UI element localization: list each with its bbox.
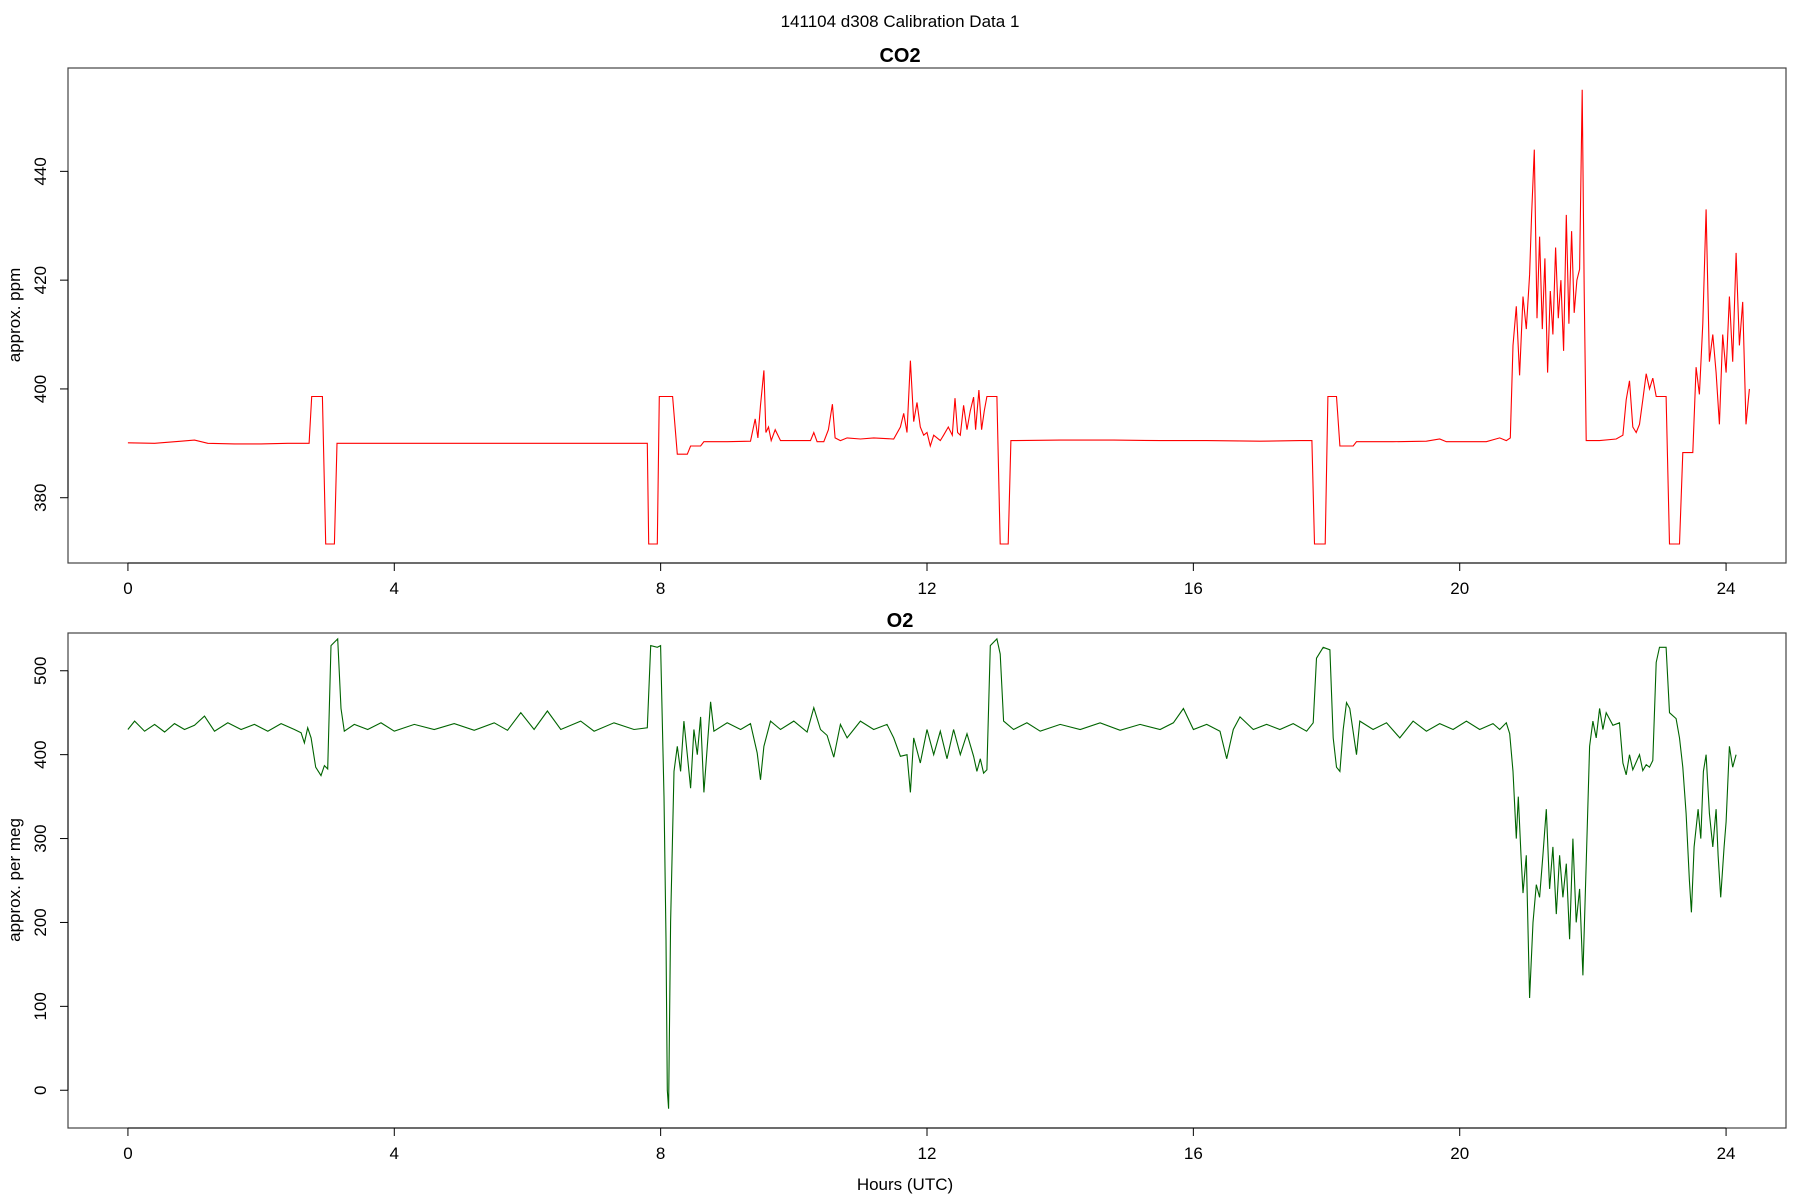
o2-x-tick-label: 8: [656, 1144, 665, 1163]
o2-panel-title: O2: [887, 610, 914, 632]
o2-y-tick-label: 400: [31, 740, 50, 768]
co2-plot-frame: [67, 67, 1787, 564]
x-axis-label: Hours (UTC): [857, 1175, 953, 1194]
co2-y-tick-label: 420: [31, 266, 50, 294]
o2-plot-frame: [67, 632, 1787, 1129]
o2-y-tick-label: 500: [31, 657, 50, 685]
o2-y-tick-label: 100: [31, 992, 50, 1020]
o2-x-tick-label: 0: [123, 1144, 132, 1163]
o2-panel: O2 approx. per meg 0 4 8 12 16 20 24 0 100 200 300…: [5, 610, 1787, 1163]
o2-y-axis-label: approx. per meg: [5, 818, 24, 942]
o2-y-tick-label: 0: [31, 1086, 50, 1095]
co2-x-tick-label: 0: [123, 579, 132, 598]
co2-x-tick-label: 24: [1717, 579, 1736, 598]
co2-panel-title: CO2: [879, 45, 920, 67]
o2-x-tick-label: 4: [390, 1144, 399, 1163]
o2-x-tick-label: 24: [1717, 1144, 1736, 1163]
o2-y-tick-label: 300: [31, 824, 50, 852]
co2-y-tick-label: 380: [31, 484, 50, 512]
co2-axes: 0 4 8 12 16 20 24 380 400 420 440: [31, 157, 1736, 598]
co2-y-tick-label: 400: [31, 375, 50, 403]
co2-y-axis-label: approx. ppm: [5, 268, 24, 363]
co2-panel: CO2 approx. ppm 0 4 8 12 16 20 24 380 400 420 440: [5, 45, 1787, 598]
co2-x-tick-label: 8: [656, 579, 665, 598]
o2-y-tick-label: 200: [31, 908, 50, 936]
o2-x-tick-label: 16: [1184, 1144, 1203, 1163]
co2-y-tick-label: 440: [31, 157, 50, 185]
o2-x-tick-label: 12: [918, 1144, 937, 1163]
co2-x-tick-label: 12: [918, 579, 937, 598]
o2-x-tick-label: 20: [1450, 1144, 1469, 1163]
o2-axes: 0 4 8 12 16 20 24 0 100 200 300 400 500: [31, 657, 1736, 1163]
o2-series-line: [127, 637, 1737, 1109]
co2-series-line: [127, 89, 1750, 545]
co2-x-tick-label: 20: [1450, 579, 1469, 598]
co2-x-tick-label: 16: [1184, 579, 1203, 598]
figure-title: 141104 d308 Calibration Data 1: [781, 12, 1020, 31]
co2-x-tick-label: 4: [390, 579, 399, 598]
